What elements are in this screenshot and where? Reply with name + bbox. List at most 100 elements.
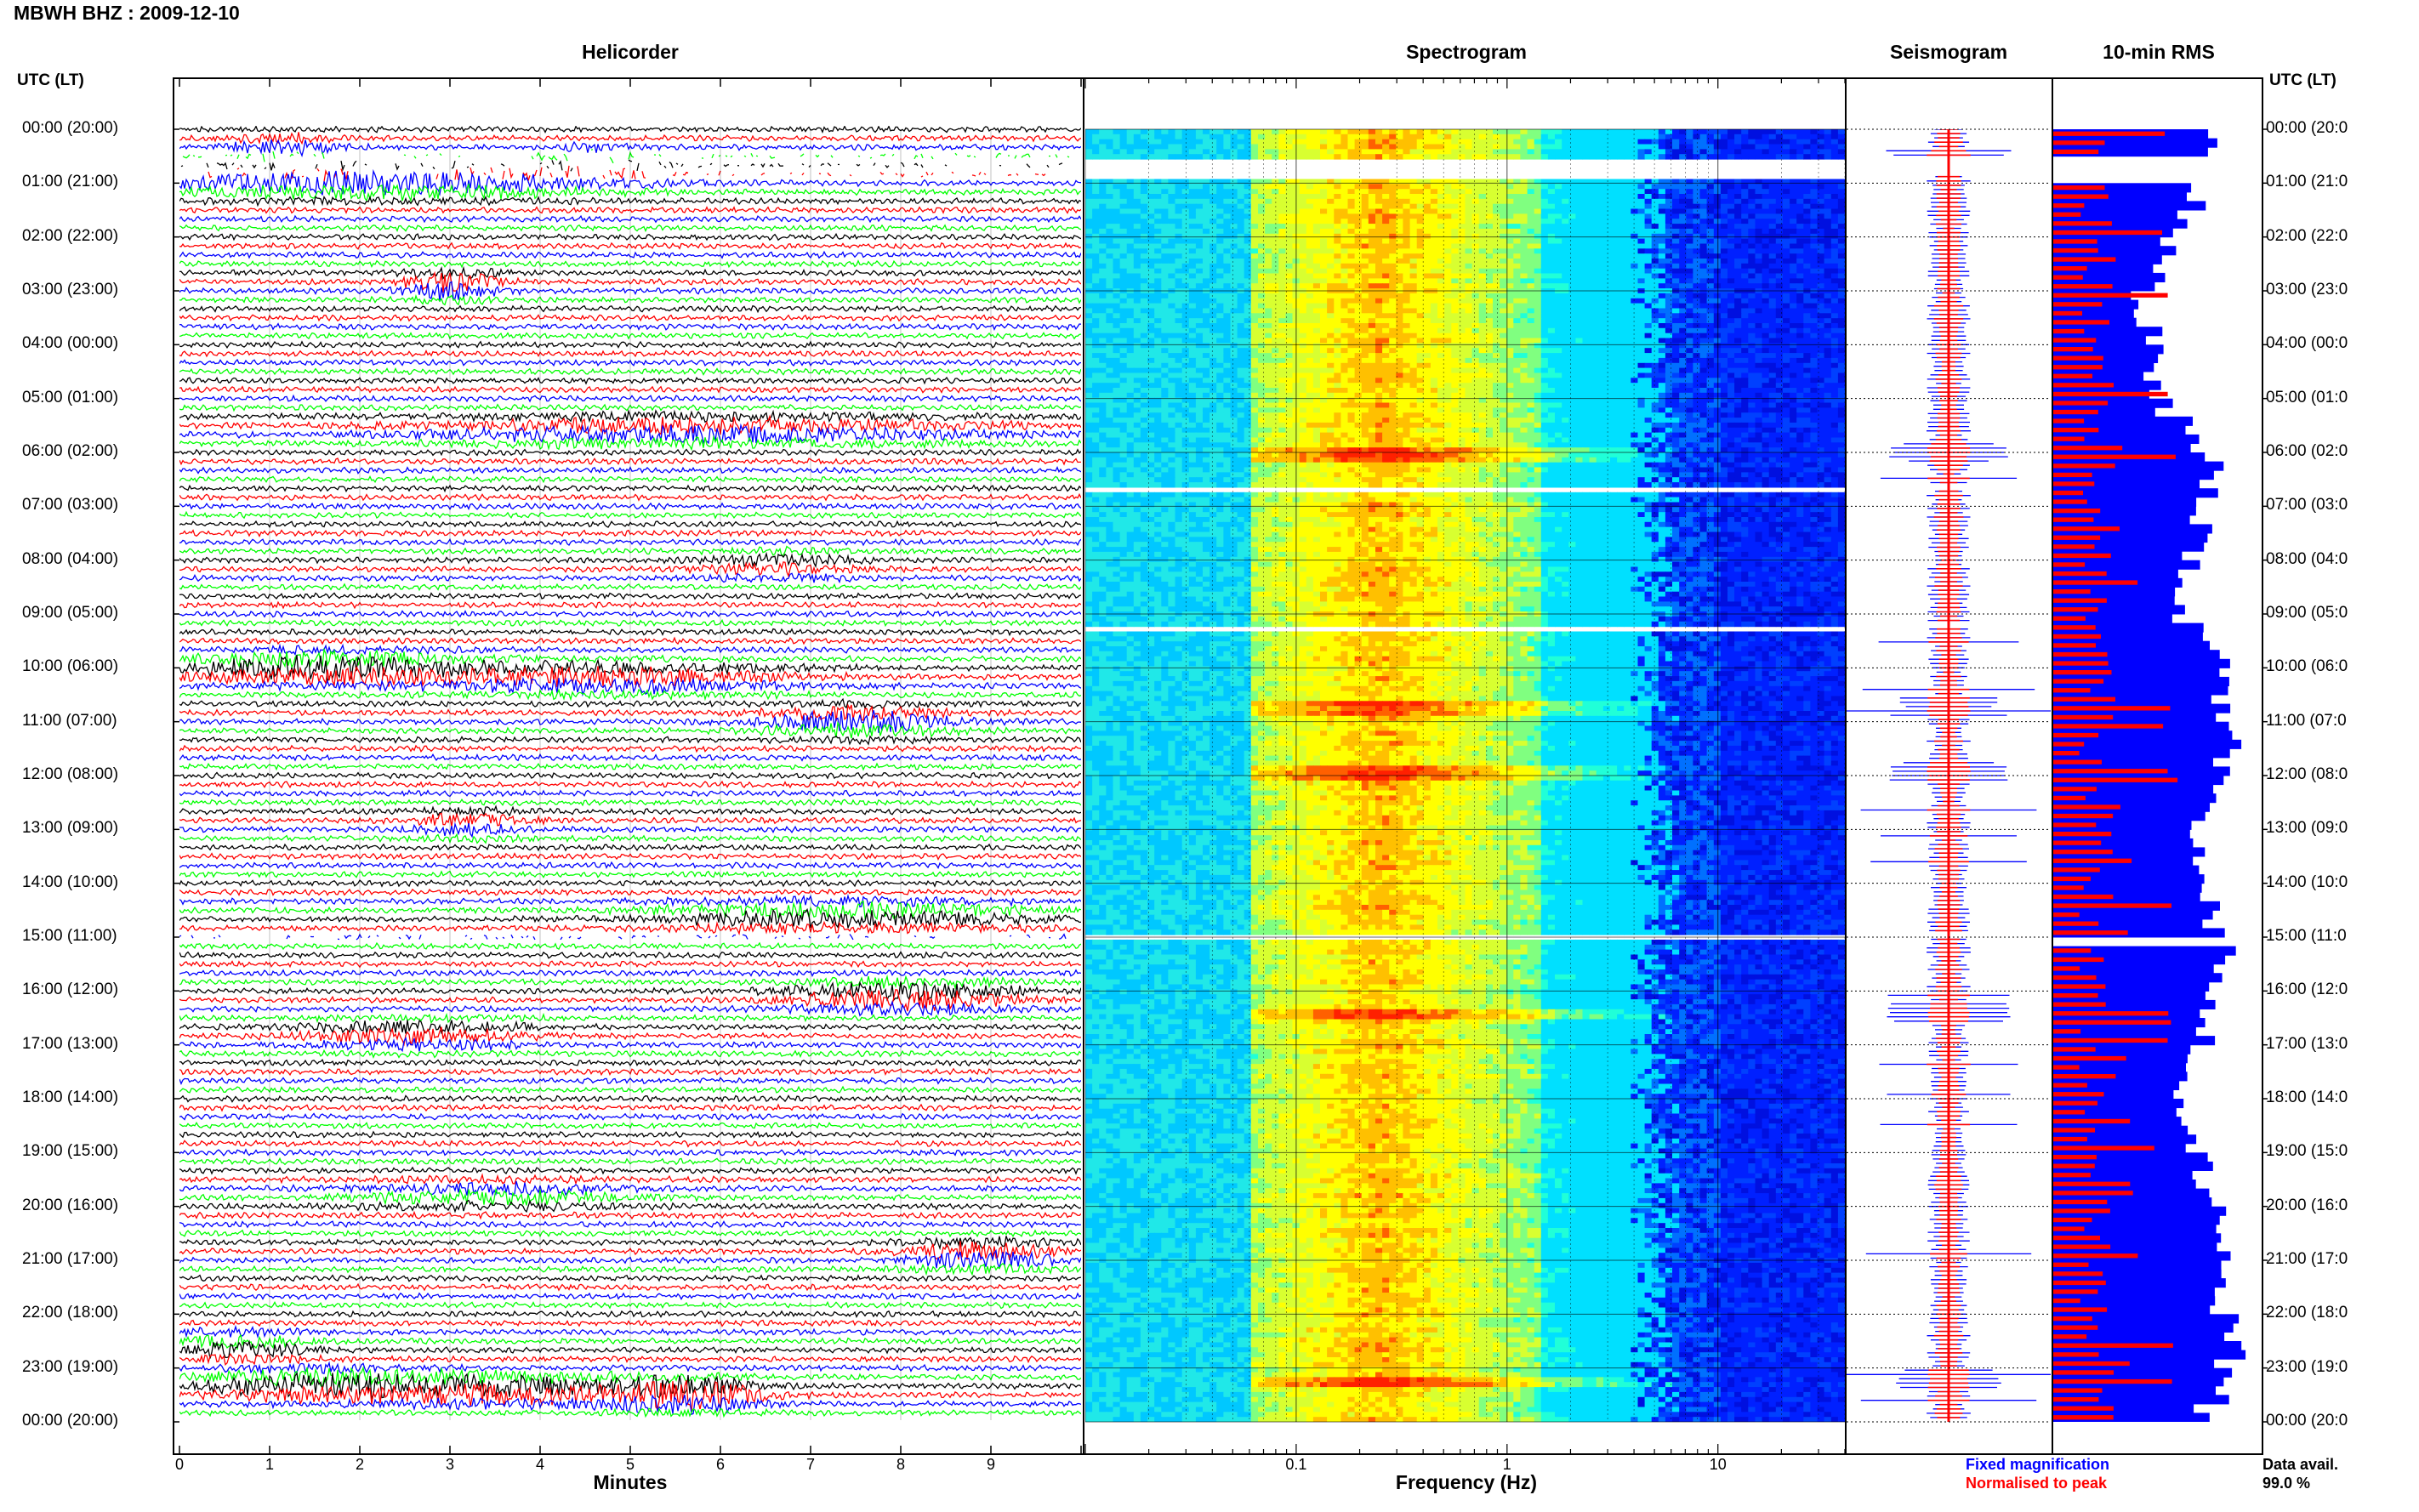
rms-fixed-bar [2053,1385,2216,1395]
rms-fixed-bar [2053,918,2203,929]
rms-fixed-bar [2053,829,2190,839]
rms-normalised-bar [2053,795,2086,801]
rms-normalised-bar [2053,1343,2173,1348]
rms-normalised-bar [2053,1145,2154,1151]
helicorder-trace-row [179,1262,1081,1276]
time-label-right: 11:00 (07:0 [2266,712,2347,730]
helicorder-trace-row [179,139,1081,158]
time-label-right: 01:00 (21:0 [2266,173,2348,191]
helicorder-trace-row [179,1248,1081,1270]
time-axis-label-left: UTC (LT) [17,71,84,90]
rms-fixed-bar [2053,793,2217,804]
helicorder-tick-label: 2 [356,1456,364,1474]
helicorder-trace-row [179,349,1081,358]
rms-fixed-bar [2053,946,2236,956]
rms-fixed-bar [2053,1367,2233,1378]
helicorder-trace-row [179,1219,1081,1229]
rms-fixed-bar [2053,470,2214,480]
time-label-right: 05:00 (01:0 [2266,389,2348,407]
time-label-left: 01:00 (21:00) [22,173,118,191]
helicorder-trace-row [179,1122,1081,1130]
time-label-left: 20:00 (16:00) [22,1197,118,1215]
rms-normalised-bar [2053,867,2100,873]
helicorder-trace-row [179,812,1081,827]
rms-fixed-bar [2053,201,2206,211]
time-label-right: 18:00 (14:0 [2266,1089,2348,1107]
time-label-right: 17:00 (13:0 [2266,1035,2348,1054]
rms-normalised-bar [2053,418,2085,423]
rms-fixed-bar [2053,1170,2193,1180]
rms-normalised-bar [2053,1361,2130,1367]
rms-normalised-bar [2053,1047,2096,1052]
rms-fixed-bar [2053,847,2206,857]
rms-normalised-bar [2053,813,2114,819]
rms-normalised-bar [2053,1191,2133,1196]
rms-fixed-bar [2053,614,2172,624]
helicorder-trace-row [179,821,1081,838]
helicorder-trace-row [179,294,1081,306]
rms-normalised-bar [2053,230,2162,236]
rms-fixed-bar [2053,1395,2229,1405]
time-label-right: 12:00 (08:0 [2266,765,2348,784]
rms-fixed-bar [2053,748,2230,759]
helicorder-trace-row [179,510,1081,520]
rms-fixed-bar [2053,1305,2211,1315]
helicorder-trace-row [179,1112,1081,1121]
rms-fixed-bar [2053,138,2217,148]
rms-normalised-bar [2053,481,2095,486]
helicorder-trace-row [179,676,1081,697]
rms-fixed-bar [2053,757,2213,767]
helicorder-trace-row [179,537,1081,547]
rms-fixed-bar [2053,811,2206,821]
helicorder-trace-row [179,592,1081,600]
rms-fixed-bar [2053,398,2173,408]
spectrogram-xlabel: Frequency (Hz) [1396,1471,1537,1494]
rms-fixed-bar [2053,569,2178,579]
rms-normalised-bar [2053,894,2114,900]
rms-normalised-bar [2053,1173,2091,1178]
helicorder-trace-row [179,1407,1081,1418]
helicorder-trace-row [179,195,1081,207]
rms-fixed-bar [2053,1403,2194,1413]
helicorder-trace-row [179,1210,1081,1220]
helicorder-trace-row [179,1380,1081,1412]
helicorder-trace-row [179,1187,1081,1207]
time-label-left: 07:00 (03:00) [22,496,118,514]
rms-normalised-bar [2053,670,2112,675]
time-label-right: 08:00 (04:0 [2266,550,2348,569]
rms-normalised-bar [2053,328,2085,334]
time-label-left: 10:00 (06:00) [22,657,118,676]
rms-normalised-bar [2053,1334,2087,1339]
rms-normalised-bar [2053,651,2108,657]
time-label-right: 16:00 (12:0 [2266,981,2348,999]
helicorder-trace-row [179,1372,1081,1401]
rms-fixed-bar [2053,1152,2208,1162]
helicorder-tick-label: 4 [536,1456,544,1474]
helicorder-trace-row [179,304,1081,314]
rms-fixed-bar [2053,183,2192,193]
rms-normalised-bar [2053,383,2114,388]
rms-fixed-bar [2053,928,2225,938]
rms-fixed-bar [2053,514,2190,525]
rms-normalised-bar [2053,212,2081,217]
rms-normalised-bar [2053,850,2113,855]
rms-fixed-bar [2053,820,2192,830]
helicorder-trace-row [179,894,1081,908]
rms-normalised-bar [2053,1298,2080,1304]
rms-normalised-bar [2053,625,2096,630]
helicorder-trace-row [179,710,1081,733]
time-label-right: 19:00 (15:0 [2266,1142,2348,1161]
outer-frame [173,77,2263,1455]
helicorder-trace-row [179,502,1081,511]
helicorder-trace-row [179,281,1081,302]
rms-normalised-bar [2053,634,2101,639]
helicorder-trace-row [179,861,1081,870]
helicorder-trace-row [179,789,1081,798]
rms-normalised-bar [2053,975,2097,981]
rms-normalised-bar [2053,149,2099,155]
helicorder-trace-row [179,1157,1081,1166]
helicorder-trace-row [179,1148,1081,1157]
helicorder-trace-row [179,1085,1081,1094]
time-label-left: 22:00 (18:00) [22,1304,118,1322]
